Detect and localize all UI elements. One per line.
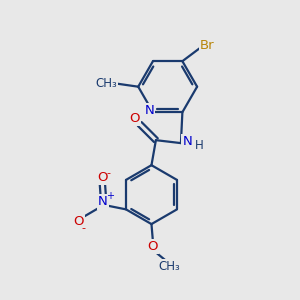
Text: -: -: [107, 168, 111, 178]
Text: -: -: [81, 224, 85, 233]
Text: +: +: [106, 190, 114, 200]
Text: H: H: [195, 139, 203, 152]
Text: CH₃: CH₃: [95, 77, 117, 90]
Text: CH₃: CH₃: [159, 260, 181, 273]
Text: O: O: [129, 112, 140, 125]
Text: N: N: [182, 135, 192, 148]
Text: O: O: [73, 215, 83, 228]
Text: O: O: [97, 171, 108, 184]
Text: O: O: [148, 240, 158, 253]
Text: Br: Br: [200, 38, 215, 52]
Text: N: N: [98, 196, 108, 208]
Text: N: N: [145, 104, 154, 117]
